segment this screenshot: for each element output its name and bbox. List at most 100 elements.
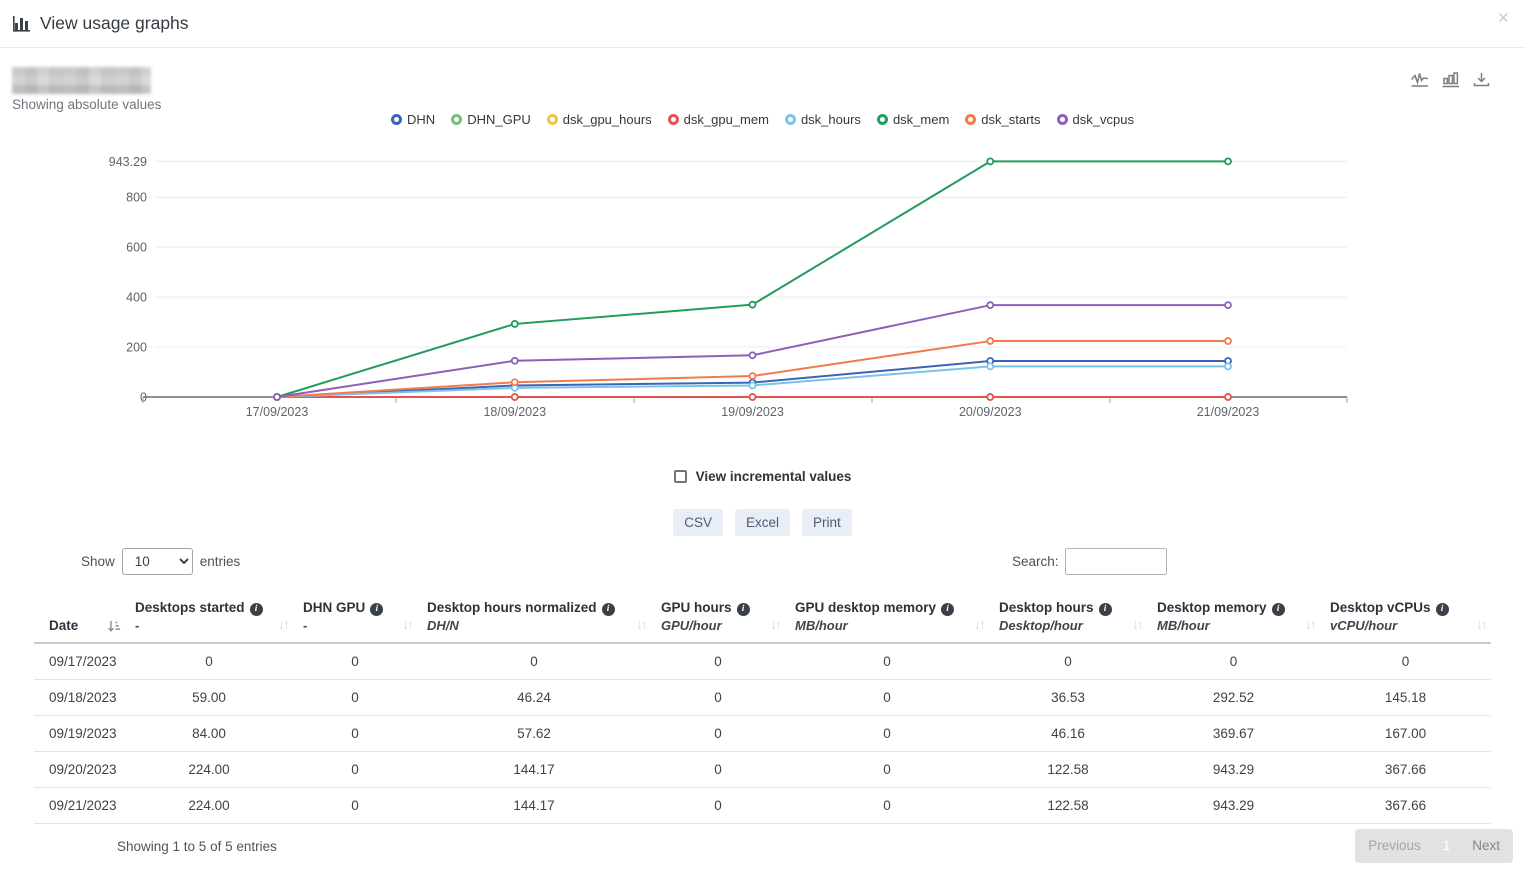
legend-item-dsk_gpu_mem[interactable]: dsk_gpu_mem	[667, 112, 769, 127]
modal-title: View usage graphs	[40, 13, 189, 33]
previous-page-button[interactable]: Previous	[1368, 838, 1421, 853]
column-header-gpu-desktop-memory[interactable]: GPU desktop memory i MB/hour ↓↑	[785, 592, 989, 644]
bar-chart-icon[interactable]	[1440, 70, 1461, 91]
svg-text:800: 800	[126, 191, 147, 205]
sort-icon: ↓↑	[770, 616, 782, 632]
column-title: GPU hours	[661, 600, 732, 615]
svg-text:18/09/2023: 18/09/2023	[483, 405, 546, 419]
value-cell: 0	[785, 643, 989, 680]
table-row: 09/17/2023 0 0 0 0 0 0 0 0	[34, 643, 1491, 680]
value-cell: 36.53	[989, 679, 1147, 716]
value-cell: 84.00	[125, 715, 293, 752]
value-cell: 0	[785, 751, 989, 788]
value-cell: 46.24	[417, 679, 651, 716]
legend-item-dsk_gpu_hours[interactable]: dsk_gpu_hours	[546, 112, 652, 127]
value-cell: 0	[651, 643, 785, 680]
legend-label: dsk_hours	[800, 112, 861, 127]
sort-icon: ↓↑	[636, 616, 648, 632]
date-cell: 09/21/2023	[34, 787, 125, 824]
table-row: 09/20/2023 224.00 0 144.17 0 0 122.58 943.29 367…	[34, 751, 1491, 788]
incremental-checkbox[interactable]	[673, 470, 687, 483]
legend-label: DHN	[407, 112, 436, 127]
view-mode-label: Showing absolute values	[12, 97, 162, 112]
bar-chart-icon	[12, 14, 31, 33]
info-icon[interactable]: i	[1435, 602, 1449, 616]
info-icon[interactable]: i	[736, 602, 750, 616]
svg-text:21/09/2023: 21/09/2023	[1197, 405, 1260, 419]
info-icon[interactable]: i	[370, 602, 384, 616]
close-icon[interactable]: ×	[1497, 8, 1509, 29]
info-icon[interactable]: i	[1271, 602, 1285, 616]
column-header-desktops-started[interactable]: Desktops started i - ↓↑	[125, 592, 293, 644]
value-cell: 122.58	[989, 751, 1147, 788]
value-cell: 0	[651, 715, 785, 752]
legend-item-dsk_starts[interactable]: dsk_starts	[965, 112, 1041, 127]
column-header-dhn-gpu[interactable]: DHN GPU i - ↓↑	[293, 592, 417, 644]
column-title: Date	[49, 618, 79, 633]
download-icon[interactable]	[1471, 70, 1492, 91]
show-label: Show	[81, 554, 115, 569]
svg-text:600: 600	[126, 241, 147, 255]
csv-button[interactable]: CSV	[673, 509, 723, 536]
info-icon[interactable]: i	[249, 602, 263, 616]
incremental-label[interactable]: View incremental values	[695, 469, 852, 484]
column-subtitle: Desktop/hour	[999, 618, 1083, 633]
legend-marker	[965, 114, 977, 125]
print-button[interactable]: Print	[802, 509, 852, 536]
column-header-gpu-hours[interactable]: GPU hours i GPU/hour ↓↑	[651, 592, 785, 644]
value-cell: 46.16	[989, 715, 1147, 752]
column-title: Desktop hours	[999, 600, 1094, 615]
legend-item-dsk_vcpus[interactable]: dsk_vcpus	[1056, 112, 1134, 127]
incremental-toggle-row: View incremental values	[0, 469, 1525, 484]
column-header-desktop-vcpus[interactable]: Desktop vCPUs i vCPU/hour ↓↑	[1320, 592, 1491, 644]
search-control: Search:	[1012, 548, 1167, 575]
column-header-date[interactable]: Date	[34, 592, 125, 644]
value-cell: 0	[1320, 643, 1491, 680]
column-subtitle: MB/hour	[795, 618, 848, 633]
svg-text:19/09/2023: 19/09/2023	[721, 405, 784, 419]
column-title: Desktop memory	[1157, 600, 1267, 615]
table-row: 09/21/2023 224.00 0 144.17 0 0 122.58 943.29 367…	[34, 787, 1491, 824]
value-cell: 0	[1147, 643, 1320, 680]
column-subtitle: -	[303, 618, 308, 633]
legend-marker	[667, 114, 679, 125]
value-cell: 167.00	[1320, 715, 1491, 752]
value-cell: 57.62	[417, 715, 651, 752]
next-page-button[interactable]: Next	[1472, 838, 1500, 853]
line-chart-icon[interactable]	[1409, 70, 1430, 91]
value-cell: 0	[293, 787, 417, 824]
value-cell: 367.66	[1320, 787, 1491, 824]
usage-line-chart: 943.29800600400200017/09/202318/09/20231…	[109, 155, 1348, 419]
column-header-desktop-memory[interactable]: Desktop memory i MB/hour ↓↑	[1147, 592, 1320, 644]
column-header-desktop-hours[interactable]: Desktop hours i Desktop/hour ↓↑	[989, 592, 1147, 644]
excel-button[interactable]: Excel	[734, 509, 790, 536]
redacted-text	[12, 67, 151, 94]
column-subtitle: GPU/hour	[661, 618, 722, 633]
column-title: GPU desktop memory	[795, 600, 937, 615]
legend-label: dsk_mem	[892, 112, 950, 127]
value-cell: 0	[125, 643, 293, 680]
info-icon[interactable]: i	[1098, 602, 1112, 616]
date-cell: 09/17/2023	[34, 643, 125, 680]
search-input[interactable]	[1064, 548, 1167, 575]
column-header-desktop-hours-normalized[interactable]: Desktop hours normalized i DH/N ↓↑	[417, 592, 651, 644]
chart-legend: DHN DHN_GPU dsk_gpu_hours dsk_gpu_mem dsk_ho…	[0, 112, 1525, 127]
value-cell: 59.00	[125, 679, 293, 716]
legend-label: dsk_starts	[981, 112, 1041, 127]
info-icon[interactable]: i	[941, 602, 955, 616]
svg-text:20/09/2023: 20/09/2023	[959, 405, 1022, 419]
table-row: 09/18/2023 59.00 0 46.24 0 0 36.53 292.52 145.18	[34, 679, 1491, 716]
legend-item-dsk_mem[interactable]: dsk_mem	[876, 112, 950, 127]
current-page-button[interactable]: 1	[1442, 838, 1451, 853]
value-cell: 369.67	[1147, 715, 1320, 752]
legend-item-DHN_GPU[interactable]: DHN_GPU	[451, 112, 531, 127]
legend-marker	[391, 114, 403, 125]
legend-item-dsk_hours[interactable]: dsk_hours	[784, 112, 861, 127]
legend-item-DHN[interactable]: DHN	[391, 112, 435, 127]
export-buttons: CSV Excel Print	[0, 509, 1525, 536]
info-icon[interactable]: i	[601, 602, 615, 616]
value-cell: 145.18	[1320, 679, 1491, 716]
page-length-select[interactable]: 10	[121, 548, 193, 575]
date-cell: 09/20/2023	[34, 751, 125, 788]
